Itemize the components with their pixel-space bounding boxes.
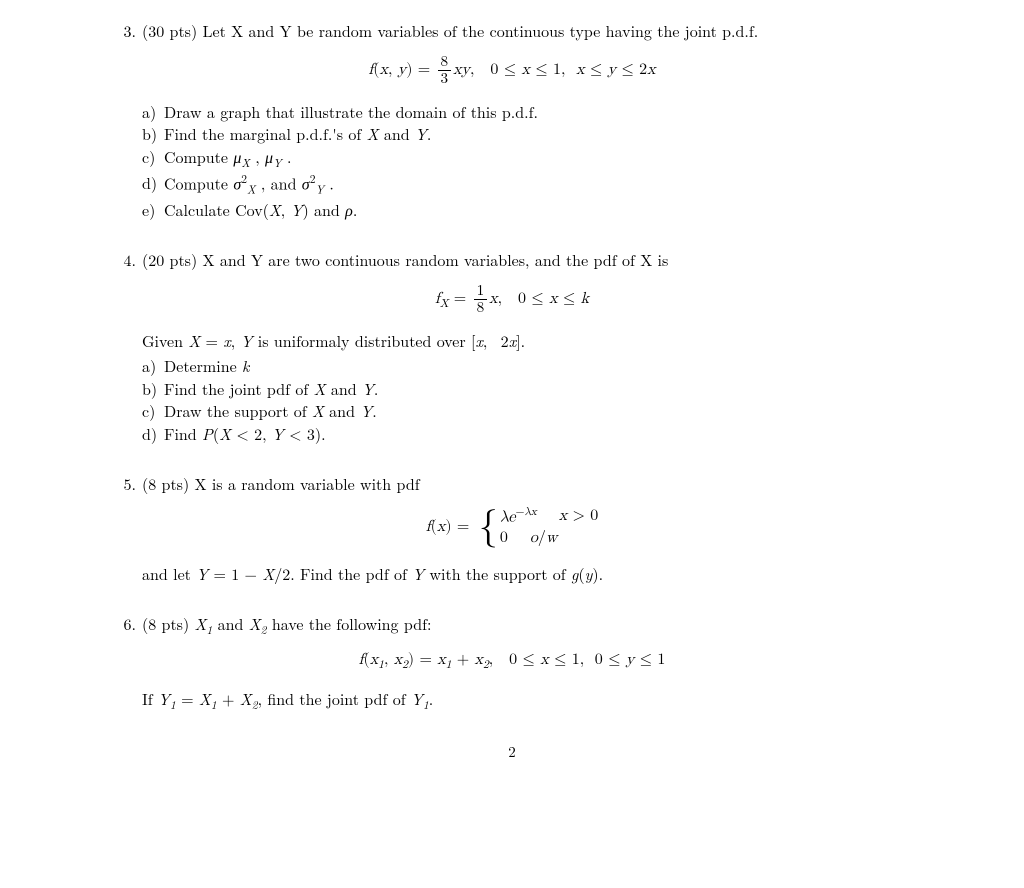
part-c: c)Compute μX , μY . bbox=[142, 146, 914, 172]
problem-equation: f(x) = {λe−λxx > 00o/w bbox=[110, 506, 914, 549]
problem-parts: a)Determine k b)Find the joint pdf of X … bbox=[142, 355, 914, 444]
part-label: d) bbox=[142, 172, 164, 198]
part-d: d)Find P(X < 2, Y < 3). bbox=[142, 423, 914, 445]
problem-number: 3. bbox=[110, 20, 136, 42]
part-c: c)Draw the support of X and Y. bbox=[142, 400, 914, 422]
page-number: 2 bbox=[110, 742, 914, 762]
problem-intro-text: X and Y are two continuous random variab… bbox=[203, 248, 669, 271]
part-text: Draw the support of X and Y. bbox=[164, 400, 377, 422]
part-text: Compute σ2X , and σ2Y . bbox=[164, 172, 334, 198]
part-text: Find P(X < 2, Y < 3). bbox=[164, 423, 326, 445]
problem-intro-text: X is a random variable with pdf bbox=[195, 472, 420, 495]
problem-intro: (20 pts) X and Y are two continuous rand… bbox=[142, 249, 914, 271]
problem-points: (8 pts) bbox=[142, 472, 189, 495]
problem-points: (8 pts) bbox=[142, 612, 189, 635]
problem-points: (20 pts) bbox=[142, 248, 197, 271]
part-label: d) bbox=[142, 423, 164, 445]
problem-header: 5. (8 pts) X is a random variable with p… bbox=[110, 473, 914, 495]
part-text: Find the marginal p.d.f.'s of X and Y. bbox=[164, 123, 431, 145]
part-text: Determine k bbox=[164, 355, 249, 377]
part-label: a) bbox=[142, 101, 164, 123]
problem-intro: (8 pts) X is a random variable with pdf bbox=[142, 473, 914, 495]
part-label: b) bbox=[142, 123, 164, 145]
part-label: c) bbox=[142, 400, 164, 422]
part-text: Draw a graph that illustrate the domain … bbox=[164, 101, 538, 123]
part-label: a) bbox=[142, 355, 164, 377]
problem-header: 6. (8 pts) X1 and X2 have the following … bbox=[110, 613, 914, 639]
problem-header: 3. (30 pts) Let X and Y be random variab… bbox=[110, 20, 914, 42]
part-text: Find the joint pdf of X and Y. bbox=[164, 378, 378, 400]
problem-number: 5. bbox=[110, 473, 136, 495]
part-d: d)Compute σ2X , and σ2Y . bbox=[142, 172, 914, 198]
problem-intro: (30 pts) Let X and Y be random variables… bbox=[142, 20, 914, 42]
part-label: c) bbox=[142, 146, 164, 172]
part-a: a)Determine k bbox=[142, 355, 914, 377]
problem-equation: f(x1, x2) = x1 + x2, 0 ≤ x ≤ 1, 0 ≤ y ≤ … bbox=[110, 650, 914, 674]
part-a: a)Draw a graph that illustrate the domai… bbox=[142, 101, 914, 123]
problem-intro-text: Let X and Y be random variables of the c… bbox=[203, 19, 759, 42]
problem-5: 5. (8 pts) X is a random variable with p… bbox=[110, 473, 914, 585]
part-b: b)Find the joint pdf of X and Y. bbox=[142, 378, 914, 400]
problem-3: 3. (30 pts) Let X and Y be random variab… bbox=[110, 20, 914, 221]
problem-equation: f(x, y) = 83xy, 0 ≤ x ≤ 1, x ≤ y ≤ 2x bbox=[110, 54, 914, 87]
document-page: 3. (30 pts) Let X and Y be random variab… bbox=[0, 0, 1024, 762]
part-b: b)Find the marginal p.d.f.'s of X and Y. bbox=[142, 123, 914, 145]
part-label: b) bbox=[142, 378, 164, 400]
problem-equation: fX = 18x, 0 ≤ x ≤ k bbox=[110, 283, 914, 316]
problem-6: 6. (8 pts) X1 and X2 have the following … bbox=[110, 613, 914, 714]
problem-trailing: and let Y = 1 − X/2. Find the pdf of Y w… bbox=[142, 563, 914, 585]
problem-trailing: If Y1 = X1 + X2, find the joint pdf of Y… bbox=[142, 688, 914, 714]
problem-4: 4. (20 pts) X and Y are two continuous r… bbox=[110, 249, 914, 444]
problem-parts: a)Draw a graph that illustrate the domai… bbox=[142, 101, 914, 222]
part-text: Compute μX , μY . bbox=[164, 146, 291, 172]
problem-intro-text: X1 and X2 have the following pdf: bbox=[195, 612, 432, 635]
problem-header: 4. (20 pts) X and Y are two continuous r… bbox=[110, 249, 914, 271]
problem-number: 4. bbox=[110, 249, 136, 271]
problem-intro: (8 pts) X1 and X2 have the following pdf… bbox=[142, 613, 914, 639]
part-e: e)Calculate Cov(X, Y) and ρ. bbox=[142, 199, 914, 221]
problem-given: Given X = x, Y is uniformaly distributed… bbox=[142, 330, 914, 352]
part-label: e) bbox=[142, 199, 164, 221]
part-text: Calculate Cov(X, Y) and ρ. bbox=[164, 199, 357, 221]
problem-points: (30 pts) bbox=[142, 19, 197, 42]
problem-number: 6. bbox=[110, 613, 136, 635]
